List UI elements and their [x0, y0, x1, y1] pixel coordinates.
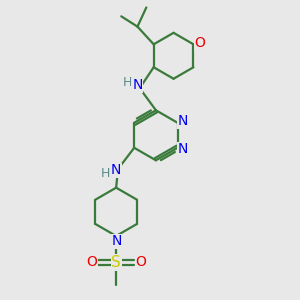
Text: N: N	[132, 78, 142, 92]
Text: S: S	[111, 255, 121, 270]
Text: N: N	[178, 142, 188, 156]
Text: O: O	[194, 36, 206, 50]
Text: N: N	[178, 114, 188, 128]
Text: O: O	[86, 256, 97, 269]
Text: O: O	[135, 256, 146, 269]
Text: H: H	[101, 167, 110, 180]
Text: N: N	[110, 164, 121, 178]
Text: H: H	[123, 76, 132, 89]
Text: N: N	[112, 234, 122, 248]
